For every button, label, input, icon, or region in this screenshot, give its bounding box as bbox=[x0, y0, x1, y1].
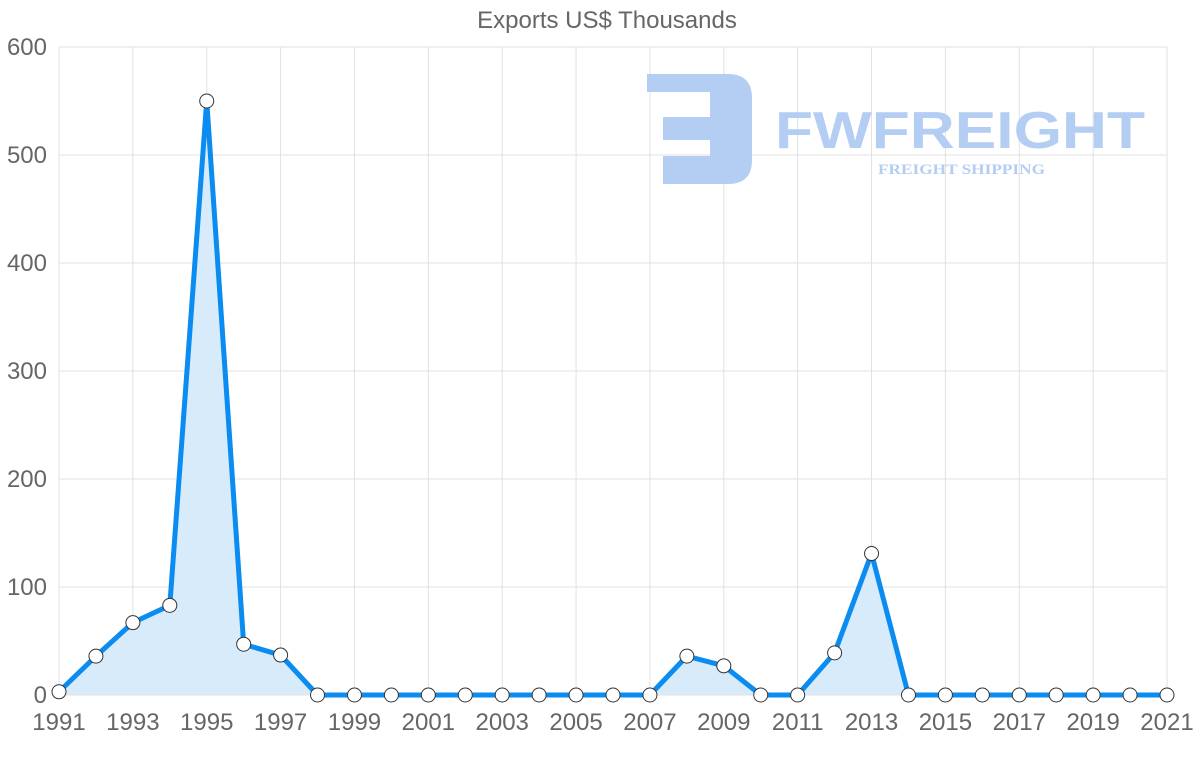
data-point[interactable] bbox=[753, 687, 769, 703]
fwfreight-watermark-logo: FWFREIGHT FREIGHT SHIPPING bbox=[647, 74, 1145, 184]
y-tick-label: 100 bbox=[7, 574, 47, 601]
data-point[interactable] bbox=[827, 645, 843, 661]
x-axis: 1991 1993 1995 1997 1999 2001 2003 2005 2007 2009… bbox=[32, 709, 1193, 736]
data-point[interactable] bbox=[383, 687, 399, 703]
data-point[interactable] bbox=[864, 546, 880, 562]
data-point[interactable] bbox=[1011, 687, 1027, 703]
y-axis: 0 100 200 300 400 500 600 bbox=[7, 34, 47, 709]
data-point[interactable] bbox=[162, 597, 178, 613]
data-point[interactable] bbox=[790, 687, 806, 703]
y-tick-label: 600 bbox=[7, 34, 47, 61]
x-tick-label: 2019 bbox=[1066, 709, 1119, 736]
data-point[interactable] bbox=[679, 648, 695, 664]
x-tick-label: 2005 bbox=[549, 709, 602, 736]
data-point[interactable] bbox=[236, 636, 252, 652]
y-tick-label: 400 bbox=[7, 250, 47, 277]
data-point[interactable] bbox=[1048, 687, 1064, 703]
x-tick-label: 2007 bbox=[623, 709, 676, 736]
data-point[interactable] bbox=[457, 687, 473, 703]
data-point[interactable] bbox=[642, 687, 658, 703]
y-tick-label: 300 bbox=[7, 358, 47, 385]
x-tick-label: 2001 bbox=[402, 709, 455, 736]
data-point[interactable] bbox=[1159, 687, 1175, 703]
x-tick-label: 2017 bbox=[993, 709, 1046, 736]
data-point[interactable] bbox=[346, 687, 362, 703]
watermark-brand: FWFREIGHT bbox=[775, 102, 1145, 160]
data-point[interactable] bbox=[974, 687, 990, 703]
data-point[interactable] bbox=[900, 687, 916, 703]
data-point[interactable] bbox=[310, 687, 326, 703]
data-point[interactable] bbox=[568, 687, 584, 703]
data-point[interactable] bbox=[1085, 687, 1101, 703]
data-point[interactable] bbox=[51, 684, 67, 700]
data-point[interactable] bbox=[273, 647, 289, 663]
x-tick-label: 2011 bbox=[772, 709, 824, 736]
data-point[interactable] bbox=[716, 658, 732, 674]
watermark-tagline: FREIGHT SHIPPING bbox=[878, 162, 1045, 178]
x-tick-label: 2013 bbox=[845, 709, 898, 736]
data-point[interactable] bbox=[420, 687, 436, 703]
data-point[interactable] bbox=[531, 687, 547, 703]
y-tick-label: 200 bbox=[7, 466, 47, 493]
data-point[interactable] bbox=[937, 687, 953, 703]
chart-title: Exports US$ Thousands bbox=[477, 7, 737, 34]
x-tick-label: 1995 bbox=[180, 709, 233, 736]
area-fill bbox=[59, 101, 1167, 695]
data-point[interactable] bbox=[1122, 687, 1138, 703]
data-point[interactable] bbox=[125, 615, 141, 631]
data-point[interactable] bbox=[494, 687, 510, 703]
x-tick-label: 2015 bbox=[919, 709, 972, 736]
logo-mark-icon bbox=[647, 74, 752, 184]
y-tick-label: 0 bbox=[34, 682, 47, 709]
x-tick-label: 1991 bbox=[32, 709, 85, 736]
data-points bbox=[51, 93, 1175, 703]
x-tick-label: 1997 bbox=[254, 709, 307, 736]
x-tick-label: 2003 bbox=[476, 709, 529, 736]
data-point[interactable] bbox=[605, 687, 621, 703]
data-point[interactable] bbox=[199, 93, 215, 109]
y-tick-label: 500 bbox=[7, 142, 47, 169]
x-tick-label: 2009 bbox=[697, 709, 750, 736]
x-tick-label: 2021 bbox=[1140, 709, 1193, 736]
data-point[interactable] bbox=[88, 648, 104, 664]
x-tick-label: 1993 bbox=[106, 709, 159, 736]
x-tick-label: 1999 bbox=[328, 709, 381, 736]
